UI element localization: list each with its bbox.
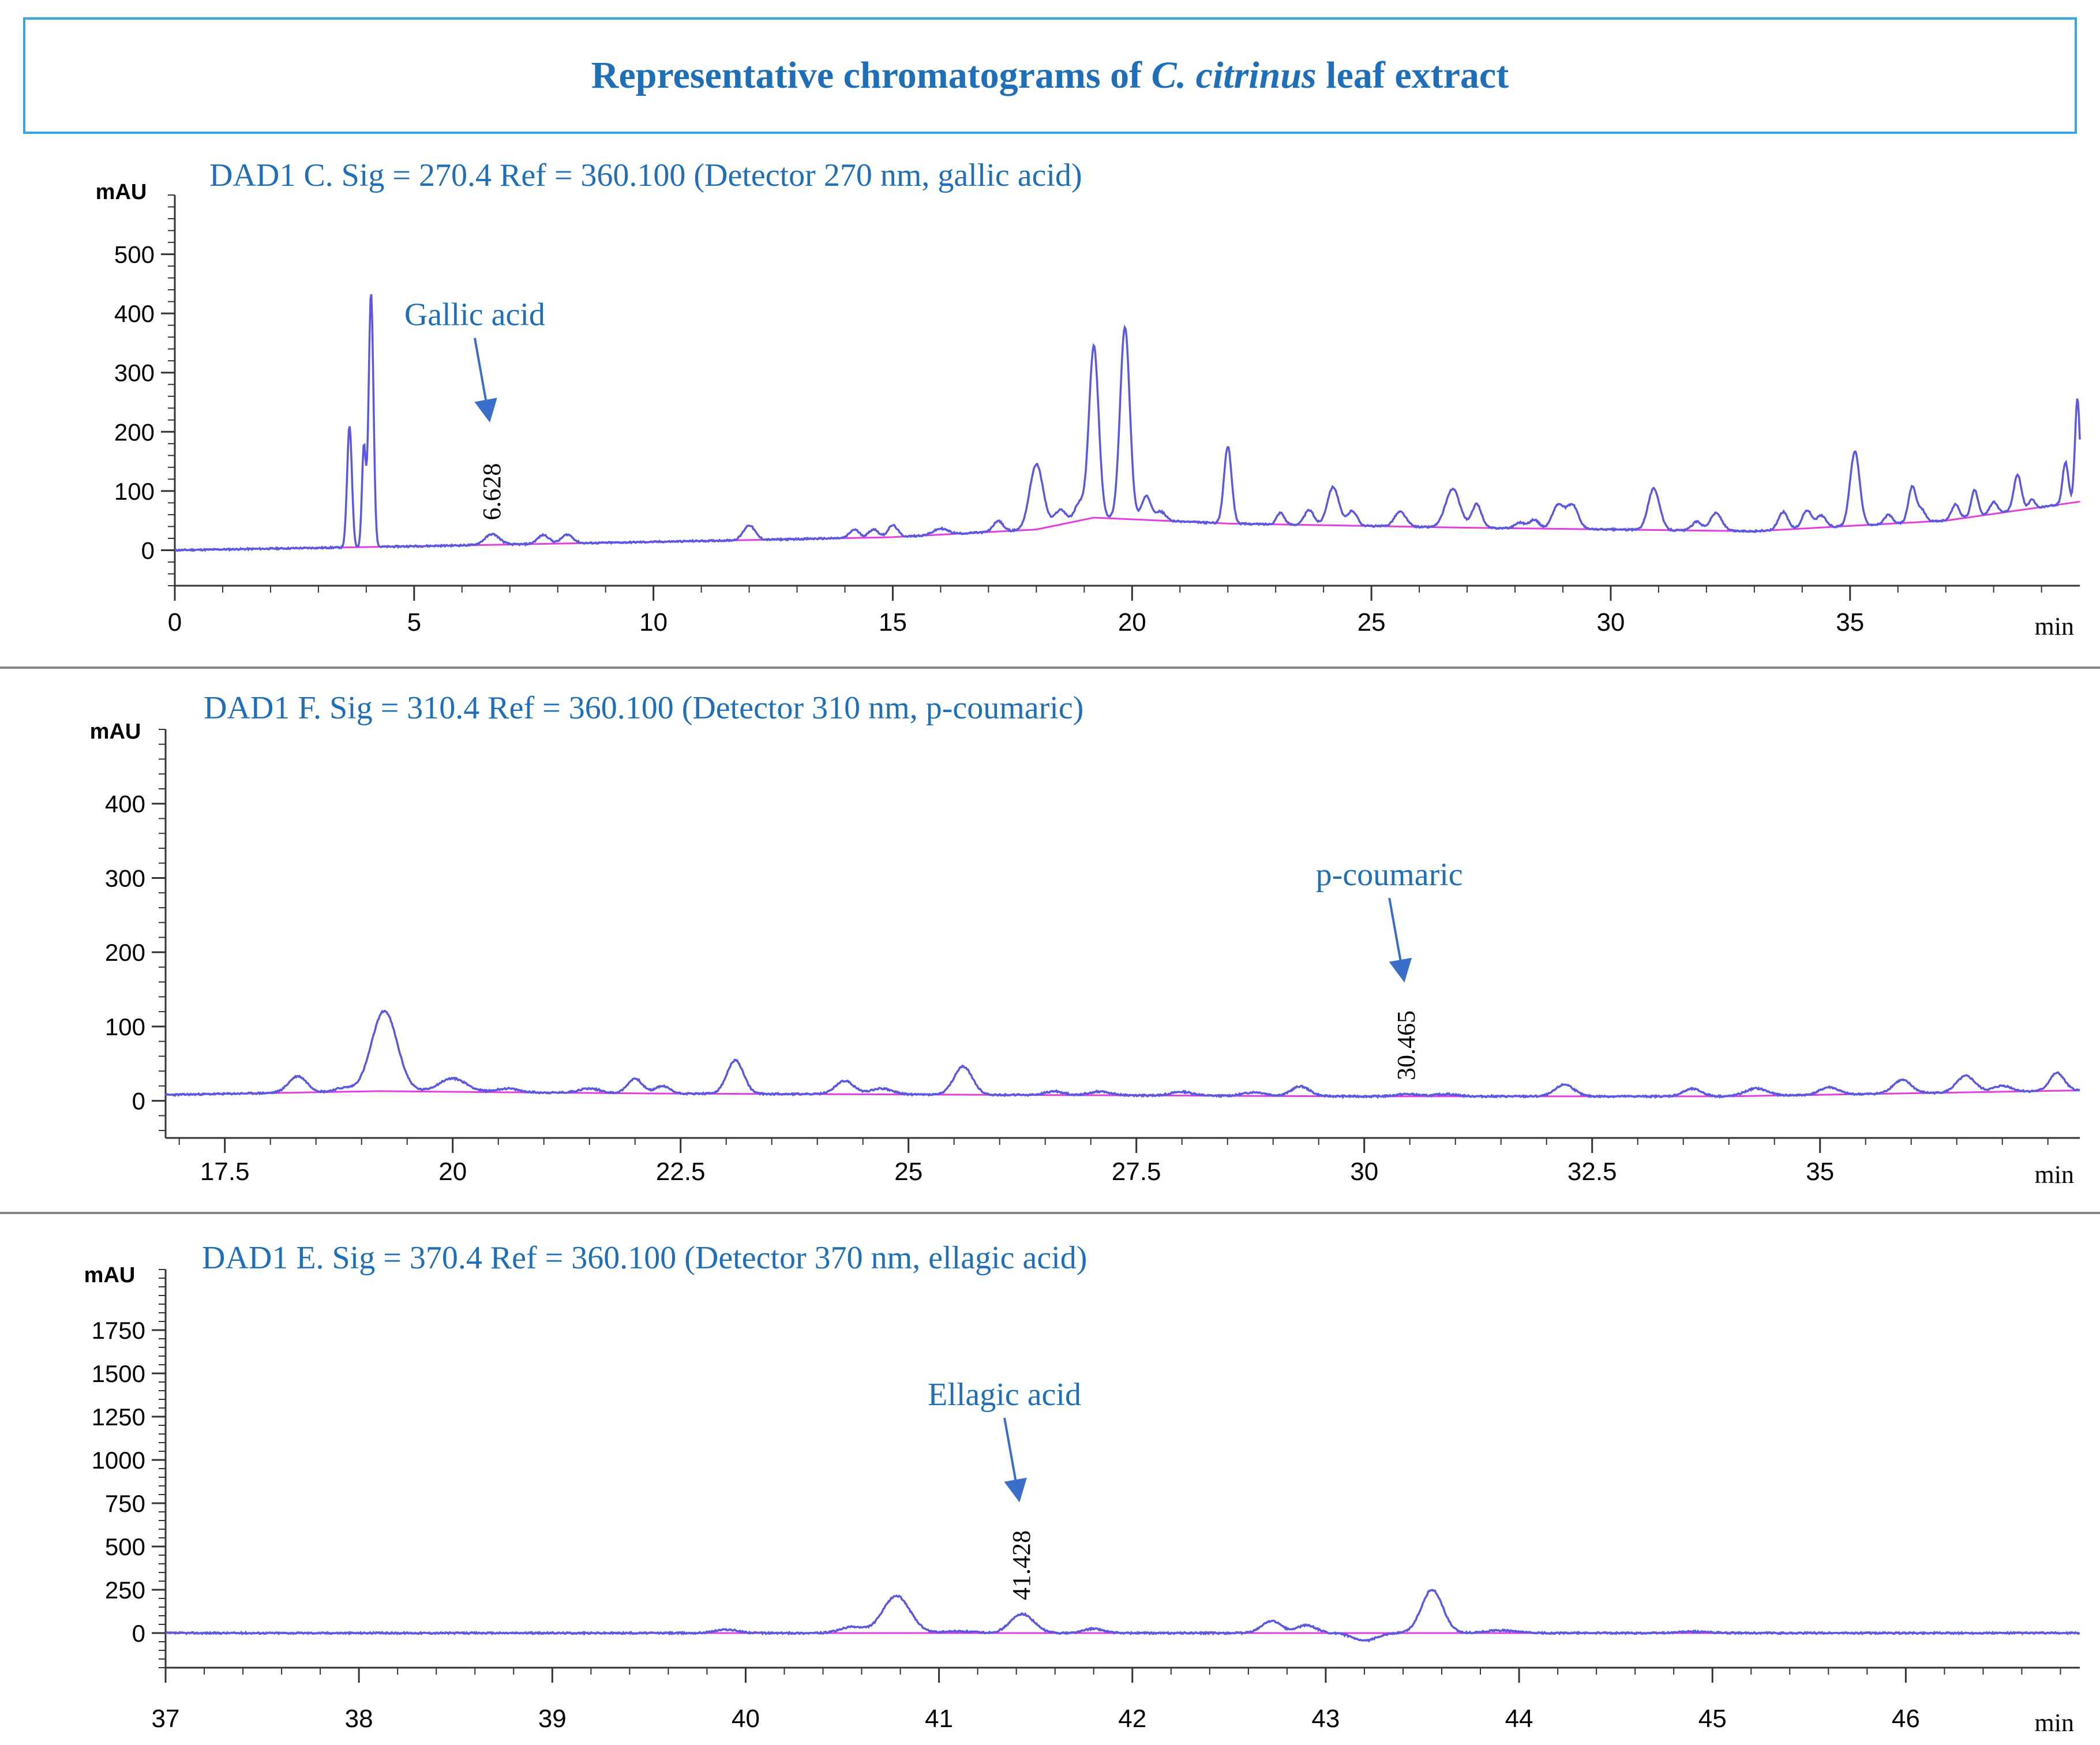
x-tick-label: 5 bbox=[407, 608, 421, 636]
x-tick-label: 32.5 bbox=[1567, 1158, 1617, 1186]
y-axis-label: mAU bbox=[84, 1263, 136, 1287]
y-tick-label: 300 bbox=[105, 864, 145, 892]
x-tick-label: 35 bbox=[1836, 608, 1864, 636]
y-tick-label: 1000 bbox=[92, 1447, 145, 1474]
y-tick-label: 1500 bbox=[92, 1360, 145, 1387]
signal-trace bbox=[174, 294, 2081, 552]
figure-title-box: Representative chromatograms of C. citri… bbox=[23, 17, 2077, 134]
x-tick-label: 45 bbox=[1698, 1705, 1727, 1733]
retention-time-label: 41.428 bbox=[1007, 1530, 1036, 1600]
integration-baseline bbox=[174, 500, 2080, 551]
y-axis-label: mAU bbox=[90, 720, 141, 744]
figure-title: Representative chromatograms of C. citri… bbox=[591, 54, 1509, 96]
y-axis-label: mAU bbox=[96, 180, 147, 204]
x-tick-label: 35 bbox=[1806, 1158, 1834, 1186]
x-tick-label: 25 bbox=[1357, 608, 1386, 636]
signal-trace bbox=[164, 1009, 2080, 1099]
x-tick-label: 20 bbox=[438, 1158, 467, 1186]
x-tick-label: 0 bbox=[168, 608, 182, 636]
retention-time-label: 30.465 bbox=[1392, 1010, 1420, 1080]
y-tick-label: 500 bbox=[105, 1533, 145, 1560]
y-tick-label: 0 bbox=[132, 1088, 145, 1115]
x-tick-label: 15 bbox=[879, 608, 907, 636]
y-tick-label: 500 bbox=[114, 241, 155, 268]
y-tick-label: 400 bbox=[114, 300, 155, 327]
y-tick-label: 200 bbox=[114, 418, 155, 445]
y-tick-label: 400 bbox=[105, 791, 145, 818]
panel-title: DAD1 C. Sig = 270.4 Ref = 360.100 (Detec… bbox=[209, 158, 1082, 193]
y-tick-label: 1750 bbox=[92, 1317, 145, 1344]
x-tick-label: 46 bbox=[1892, 1705, 1920, 1733]
x-tick-label: 44 bbox=[1505, 1705, 1533, 1733]
x-tick-label: 17.5 bbox=[200, 1158, 250, 1186]
chromatogram-panel-1: DAD1 C. Sig = 270.4 Ref = 360.100 (Detec… bbox=[96, 158, 2081, 641]
chromatogram-panel-2: DAD1 F. Sig = 310.4 Ref = 360.100 (Detec… bbox=[90, 690, 2080, 1189]
x-tick-label: 10 bbox=[639, 608, 667, 636]
x-tick-label: 39 bbox=[538, 1705, 567, 1733]
x-tick-label: 40 bbox=[732, 1705, 760, 1733]
y-tick-label: 750 bbox=[105, 1490, 145, 1517]
x-tick-label: 25 bbox=[894, 1158, 922, 1186]
x-tick-label: 30 bbox=[1596, 608, 1625, 636]
x-tick-label: 41 bbox=[925, 1705, 953, 1733]
y-tick-label: 100 bbox=[105, 1013, 145, 1040]
x-tick-label: 38 bbox=[345, 1705, 373, 1733]
y-tick-label: 100 bbox=[114, 478, 155, 505]
y-tick-label: 0 bbox=[141, 537, 155, 564]
compound-arrow bbox=[1003, 1417, 1027, 1503]
y-tick-label: 250 bbox=[105, 1577, 145, 1604]
x-tick-label: 20 bbox=[1118, 608, 1146, 636]
y-tick-label: 200 bbox=[105, 939, 145, 966]
y-tick-label: 1250 bbox=[92, 1403, 145, 1431]
panel-title: DAD1 F. Sig = 310.4 Ref = 360.100 (Detec… bbox=[204, 690, 1083, 726]
compound-arrow bbox=[1388, 897, 1412, 983]
x-tick-label: 42 bbox=[1118, 1705, 1146, 1733]
signal-trace bbox=[165, 1589, 2080, 1643]
x-tick-label: 27.5 bbox=[1112, 1158, 1161, 1186]
y-tick-label: 0 bbox=[132, 1620, 145, 1647]
retention-time-label: 6.628 bbox=[478, 463, 506, 520]
chromatogram-panel-3: DAD1 E. Sig = 370.4 Ref = 360.100 (Detec… bbox=[84, 1240, 2080, 1737]
compound-arrow bbox=[473, 338, 497, 423]
x-axis-label: min bbox=[2035, 1709, 2074, 1737]
x-axis-label: min bbox=[2035, 612, 2074, 641]
panel-title: DAD1 E. Sig = 370.4 Ref = 360.100 (Detec… bbox=[202, 1240, 1087, 1276]
x-axis-label: min bbox=[2035, 1160, 2074, 1189]
compound-label: p-coumaric bbox=[1316, 857, 1463, 893]
x-tick-label: 43 bbox=[1311, 1705, 1340, 1733]
x-tick-label: 30 bbox=[1350, 1158, 1378, 1186]
x-tick-label: 22.5 bbox=[656, 1158, 706, 1186]
compound-label: Gallic acid bbox=[404, 297, 545, 333]
compound-label: Ellagic acid bbox=[928, 1377, 1081, 1413]
y-tick-label: 300 bbox=[114, 360, 155, 387]
x-tick-label: 37 bbox=[152, 1705, 180, 1733]
